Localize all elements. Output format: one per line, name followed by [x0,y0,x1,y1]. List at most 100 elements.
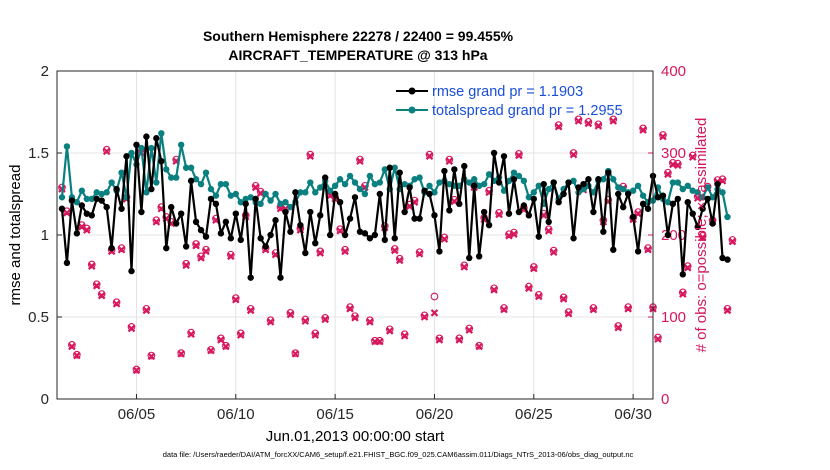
totalspread-point [227,192,235,199]
obs-possible-point [187,328,195,337]
obs-possible-point [609,115,618,124]
rmse-point [535,233,542,240]
x-axis-label: Jun.01,2013 00:00:00 start [266,428,445,445]
totalspread-point [699,194,706,201]
obs-possible-point [529,263,538,271]
obs-assimilated-point [152,218,161,226]
x-tick-label: 06/05 [118,406,156,423]
rmse-point [73,230,81,237]
rmse-point [58,205,66,212]
obs-assimilated-point [465,326,474,334]
obs-possible-point [465,324,474,333]
legend-rmse-marker [408,87,416,95]
rmse-point [659,192,667,199]
obs-possible-point [574,115,583,124]
obs-assimilated-point [63,209,71,217]
left-y-tick-label: 1 [41,227,49,244]
right-y-tick-label: 300 [661,145,686,162]
rmse-point [629,213,637,221]
totalspread-point [620,185,627,193]
rmse-point [207,195,215,203]
rmse-point [262,243,269,250]
rmse-point [128,267,135,275]
obs-possible-point [664,168,672,177]
rmse-point [689,210,696,217]
rmse-point [600,228,607,235]
rmse-point [456,200,463,208]
rmse-point [654,194,662,201]
obs-possible-point [400,330,409,339]
obs-possible-point [559,293,568,302]
totalspread-point [312,189,319,196]
x-tick-label: 06/20 [416,406,454,423]
rmse-point [351,194,359,201]
obs-possible-point [654,333,662,342]
obs-possible-point [152,216,161,225]
obs-assimilated-point [251,183,260,192]
obs-assimilated-point [73,351,81,360]
rmse-point [192,218,200,226]
right-y-axis-label: # of obs: o=possible; ×=assimilated [693,118,710,353]
rmse-point [545,218,552,226]
obs-possible-point [291,349,300,357]
obs-possible-point [515,149,523,158]
obs-assimilated-point [644,245,652,254]
rmse-point [88,212,95,219]
rmse-point [78,202,86,209]
obs-assimilated-point [177,350,185,358]
totalspread-point [297,189,304,196]
rmse-point [555,199,562,206]
obs-assimilated-point [147,352,156,361]
obs-possible-point [222,341,230,350]
x-tick-label: 06/10 [217,406,255,423]
totalspread-point [724,213,731,221]
obs-assimilated-point [683,264,692,272]
obs-possible-point [351,312,359,321]
rmse-point [674,195,682,203]
totalspread-point [371,180,379,188]
totalspread-point [118,169,125,176]
rmse-point [341,231,349,239]
rmse-point [257,235,264,242]
chart-title-line1: Southern Hemisphere 22278 / 22400 = 99.4… [203,28,514,44]
totalspread-point [242,195,249,203]
rmse-point [595,176,602,183]
rmse-point [247,274,254,281]
totalspread-point [336,176,344,183]
totalspread-point [480,180,488,188]
totalspread-point [436,179,443,186]
obs-possible-point [346,303,354,312]
totalspread-point [426,182,433,189]
rmse-point [580,180,587,188]
rmse-point [679,271,686,278]
obs-assimilated-point [132,366,141,375]
totalspread-point [376,179,384,186]
rmse-point [704,195,711,203]
totalspread-point [669,179,677,186]
obs-assimilated-point [232,296,240,304]
obs-assimilated-point [723,306,732,315]
totalspread-point [326,187,334,194]
rmse-point [495,179,503,186]
obs-possible-point [723,304,732,313]
totalspread-point [197,180,205,188]
obs-assimilated-point [202,247,210,256]
totalspread-point [307,179,314,186]
obs-possible-point [385,325,394,334]
totalspread-point [83,195,91,203]
right-y-tick-label: 400 [661,63,686,80]
obs-assimilated-point [266,318,275,326]
rmse-point [639,200,647,208]
obs-assimilated-point [286,310,295,319]
obs-possible-point [246,304,255,313]
totalspread-point [108,179,115,186]
totalspread-point [168,174,175,181]
x-axis-ticks: 06/05 06/10 06/15 06/20 06/25 06/30 [118,394,652,423]
legend-rmse-label: rmse grand pr = 1.1903 [432,84,583,100]
obs-possible-point [321,313,330,322]
totalspread-point [128,149,135,157]
rmse-point [302,249,309,257]
rmse-series [58,133,731,281]
obs-possible-point [549,246,558,255]
totalspread-point [590,189,597,196]
